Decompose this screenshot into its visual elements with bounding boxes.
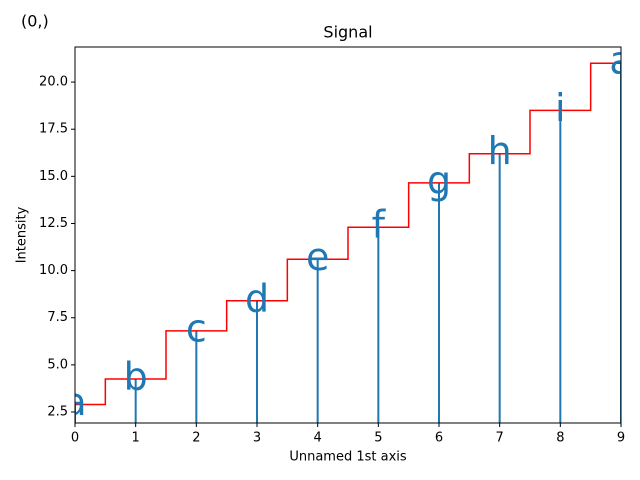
x-tick-label: 1 [132,431,140,446]
y-tick-label: 20.0 [39,75,68,90]
x-tick-label: 4 [314,431,322,446]
annotation: (0,) [21,12,49,31]
y-tick-label: 5.0 [47,357,68,372]
x-tick-label: 2 [192,431,200,446]
chart-title: Signal [323,23,372,42]
x-tick-label: 0 [71,431,79,446]
y-tick-label: 12.5 [39,216,68,231]
point-label: a [63,380,86,424]
point-label: d [245,276,269,320]
x-tick-label: 7 [496,431,504,446]
point-label: g [427,158,451,202]
x-tick-label: 8 [556,431,564,446]
x-tick-label: 6 [435,431,443,446]
x-tick-label: 3 [253,431,261,446]
point-label: h [488,129,512,173]
point-label: a [609,39,632,83]
x-tick-label: 5 [374,431,382,446]
y-tick-label: 7.5 [47,310,68,325]
axes-frame [74,46,622,424]
point-label: e [306,235,329,279]
step-line [75,62,621,406]
y-tick-label: 15.0 [39,169,68,184]
y-tick-label: 17.5 [39,122,68,137]
x-axis-label: Unnamed 1st axis [289,450,407,465]
y-axis-label: Intensity [15,206,30,263]
y-tick-label: 10.0 [39,263,68,278]
point-label: i [555,86,566,130]
point-label: b [124,355,148,399]
point-label: f [372,203,387,247]
point-label: c [186,306,207,350]
x-tick-label: 9 [617,431,625,446]
y-tick-label: 2.5 [47,405,68,420]
